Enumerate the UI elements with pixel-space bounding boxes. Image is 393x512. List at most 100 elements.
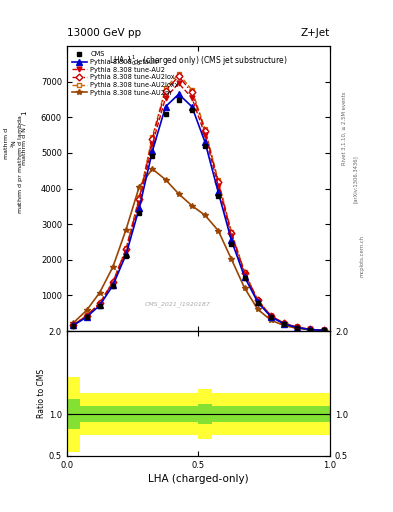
Pythia 8.308 default [97,302,102,308]
Pythia 8.308 tune-AU2m [282,323,286,329]
CMS [110,284,115,290]
Pythia 8.308 tune-AU2m [110,264,115,270]
Pythia 8.308 tune-AU2m [137,184,141,190]
CMS [176,96,181,102]
Pythia 8.308 tune-AU2lox [84,313,89,319]
CMS [229,241,234,247]
Pythia 8.308 tune-AU2 [321,327,326,333]
Pythia 8.308 tune-AU2m [71,320,76,326]
CMS [308,327,313,333]
Pythia 8.308 tune-AU2lox [189,89,194,95]
Pythia 8.308 default [242,274,247,280]
Pythia 8.308 tune-AU2loxx [203,125,208,132]
Pythia 8.308 tune-AU2loxx [163,85,168,91]
Pythia 8.308 tune-AU2loxx [97,300,102,306]
Pythia 8.308 default [321,327,326,333]
Pythia 8.308 tune-AU2m [150,166,155,172]
CMS [137,210,141,217]
Pythia 8.308 tune-AU2lox [97,300,102,306]
Pythia 8.308 tune-AU2 [189,95,194,101]
Text: mcplots.cern.ch: mcplots.cern.ch [359,235,364,277]
CMS [124,253,129,259]
Text: mathrm d N /: mathrm d N / [22,121,27,165]
Pythia 8.308 tune-AU2m [97,289,102,295]
Pythia 8.308 tune-AU2lox [150,136,155,142]
Pythia 8.308 default [229,237,234,243]
CMS [150,154,155,160]
Pythia 8.308 tune-AU2 [97,301,102,307]
CMS [216,193,220,199]
CMS [295,325,299,331]
Pythia 8.308 tune-AU2loxx [308,326,313,332]
Text: [arXiv:1306.3436]: [arXiv:1306.3436] [353,155,358,203]
Pythia 8.308 tune-AU2lox [268,313,273,319]
Pythia 8.308 tune-AU2lox [216,179,220,185]
Pythia 8.308 tune-AU2 [295,324,299,330]
Line: Pythia 8.308 tune-AU2lox: Pythia 8.308 tune-AU2lox [71,74,326,333]
Pythia 8.308 default [150,148,155,154]
Text: 13000 GeV pp: 13000 GeV pp [67,28,141,38]
Pythia 8.308 tune-AU2m [255,306,260,312]
Pythia 8.308 default [189,103,194,110]
Pythia 8.308 tune-AU2m [268,317,273,323]
Pythia 8.308 default [110,282,115,288]
Pythia 8.308 tune-AU2m [124,226,129,232]
Pythia 8.308 default [163,103,168,110]
CMS [163,111,168,117]
Pythia 8.308 default [71,322,76,328]
Pythia 8.308 tune-AU2 [216,183,220,189]
CMS [255,300,260,306]
Pythia 8.308 tune-AU2 [163,95,168,101]
Line: CMS: CMS [71,97,326,333]
Pythia 8.308 tune-AU2lox [137,196,141,202]
CMS [282,321,286,327]
Pythia 8.308 tune-AU2 [282,321,286,327]
Pythia 8.308 default [255,299,260,305]
Pythia 8.308 default [124,251,129,258]
Pythia 8.308 tune-AU2loxx [216,177,220,183]
X-axis label: LHA (charged-only): LHA (charged-only) [148,474,249,484]
Pythia 8.308 tune-AU2m [84,307,89,313]
Pythia 8.308 tune-AU2loxx [282,320,286,326]
Text: CMS_2021_I1920187: CMS_2021_I1920187 [145,302,210,307]
Pythia 8.308 default [268,314,273,320]
Pythia 8.308 tune-AU2 [203,132,208,138]
Pythia 8.308 tune-AU2lox [282,321,286,327]
Text: Rivet 3.1.10, ≥ 2.5M events: Rivet 3.1.10, ≥ 2.5M events [342,91,346,165]
Pythia 8.308 tune-AU2 [110,281,115,287]
CMS [321,327,326,333]
Pythia 8.308 tune-AU2lox [163,88,168,94]
Line: Pythia 8.308 tune-AU2m: Pythia 8.308 tune-AU2m [71,166,326,333]
Pythia 8.308 tune-AU2lox [295,324,299,330]
Pythia 8.308 default [137,205,141,211]
CMS [242,275,247,282]
Pythia 8.308 default [84,314,89,320]
Pythia 8.308 tune-AU2loxx [242,269,247,275]
Pythia 8.308 tune-AU2lox [71,322,76,328]
Pythia 8.308 tune-AU2m [308,327,313,333]
Text: LHA $\lambda^{1}_{0.5}$ (charged only) (CMS jet substructure): LHA $\lambda^{1}_{0.5}$ (charged only) (… [109,53,288,68]
Pythia 8.308 tune-AU2lox [229,230,234,236]
Pythia 8.308 tune-AU2 [308,326,313,332]
Pythia 8.308 tune-AU2loxx [124,245,129,251]
Pythia 8.308 tune-AU2 [176,80,181,87]
Pythia 8.308 tune-AU2m [216,227,220,233]
Pythia 8.308 tune-AU2loxx [137,194,141,200]
Pythia 8.308 tune-AU2loxx [321,327,326,333]
CMS [71,323,76,329]
Pythia 8.308 tune-AU2lox [110,279,115,285]
Pythia 8.308 default [176,91,181,97]
Pythia 8.308 tune-AU2m [229,256,234,262]
Pythia 8.308 default [308,326,313,332]
Pythia 8.308 default [282,321,286,327]
CMS [203,143,208,149]
Pythia 8.308 tune-AU2lox [255,297,260,303]
Pythia 8.308 tune-AU2m [295,325,299,331]
Pythia 8.308 tune-AU2m [176,191,181,197]
Pythia 8.308 tune-AU2 [124,248,129,254]
Pythia 8.308 tune-AU2lox [242,269,247,275]
CMS [97,303,102,309]
Pythia 8.308 tune-AU2 [71,322,76,328]
Pythia 8.308 tune-AU2loxx [255,297,260,303]
CMS [84,314,89,321]
